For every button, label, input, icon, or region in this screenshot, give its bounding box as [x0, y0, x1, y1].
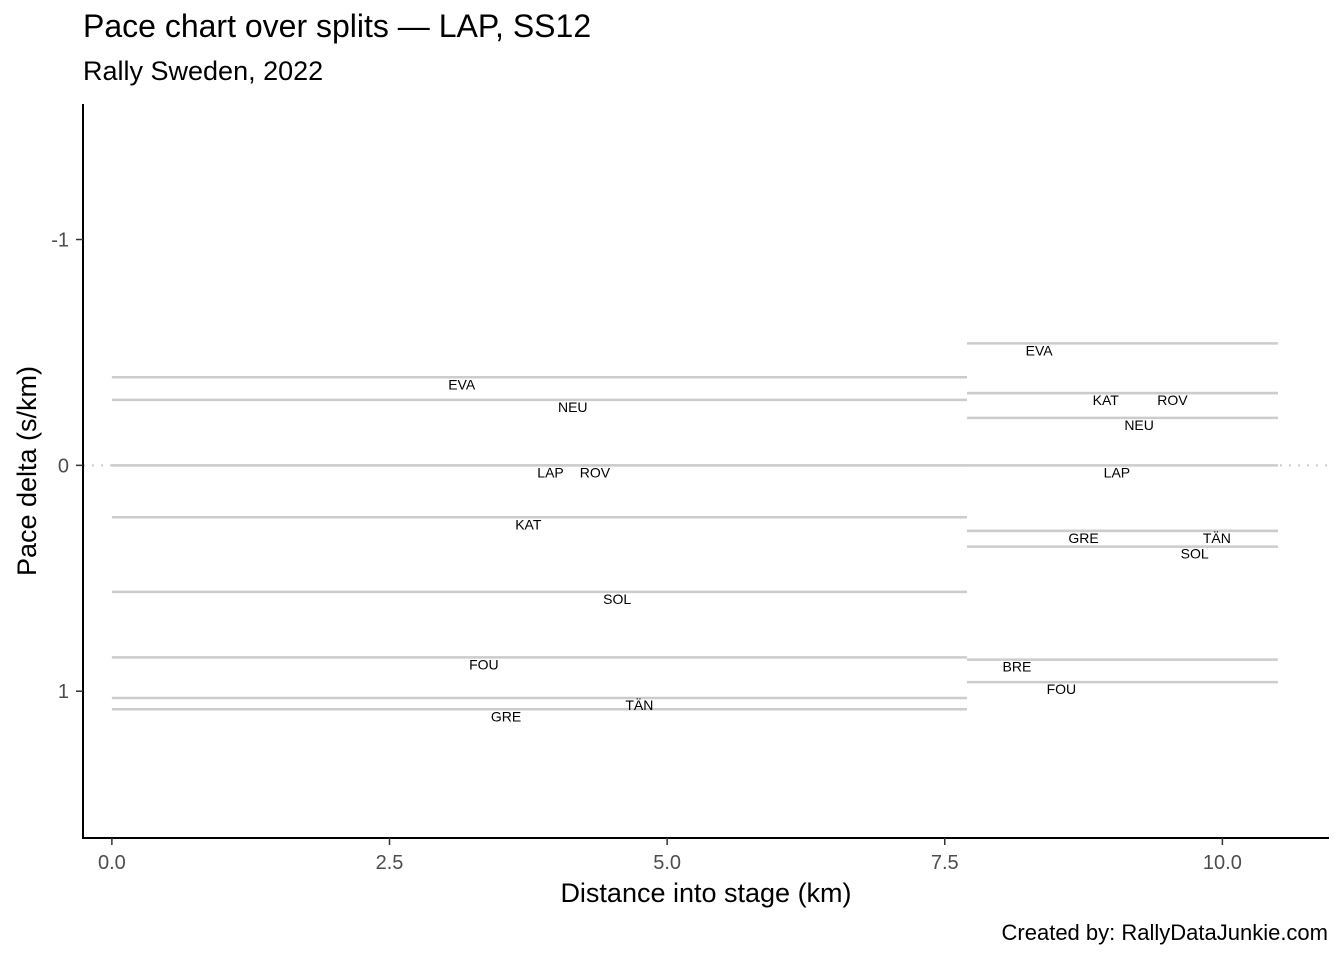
x-tick-label: 5.0: [653, 852, 681, 874]
x-tick-label: 2.5: [376, 852, 404, 874]
segment-label: NEU: [558, 399, 588, 415]
segment-label: EVA: [448, 376, 476, 392]
segment-label: TÄN: [1203, 530, 1231, 546]
chart-caption: Created by: RallyDataJunkie.com: [1001, 920, 1328, 945]
y-tick-label: 0: [58, 455, 69, 477]
segment-label: TÄN: [625, 697, 653, 713]
chart-subtitle: Rally Sweden, 2022: [83, 56, 324, 86]
segment-label: ROV: [580, 464, 611, 480]
chart-title: Pace chart over splits — LAP, SS12: [83, 8, 592, 44]
segment-label: ROV: [1157, 392, 1188, 408]
segment-label: EVA: [1026, 342, 1054, 358]
segment-label: KAT: [1093, 392, 1120, 408]
segment-label: KAT: [515, 516, 542, 532]
segment-label: LAP: [537, 464, 563, 480]
segment-label: LAP: [1104, 464, 1130, 480]
x-tick-label: 7.5: [931, 852, 959, 874]
y-tick-label: -1: [51, 230, 69, 252]
segment-label: FOU: [1047, 681, 1077, 697]
y-axis-title: Pace delta (s/km): [12, 366, 42, 576]
segment-label: BRE: [1003, 659, 1032, 675]
x-tick-label: 0.0: [98, 852, 126, 874]
segment-label: SOL: [1181, 546, 1209, 562]
x-tick-label: 10.0: [1203, 852, 1242, 874]
x-axis-title: Distance into stage (km): [560, 878, 851, 908]
segment-label: NEU: [1124, 417, 1154, 433]
segment-label: SOL: [603, 591, 631, 607]
segment-label: GRE: [1068, 530, 1098, 546]
y-tick-label: 1: [58, 681, 69, 703]
segment-label: GRE: [491, 708, 521, 724]
segment-label: FOU: [469, 656, 499, 672]
